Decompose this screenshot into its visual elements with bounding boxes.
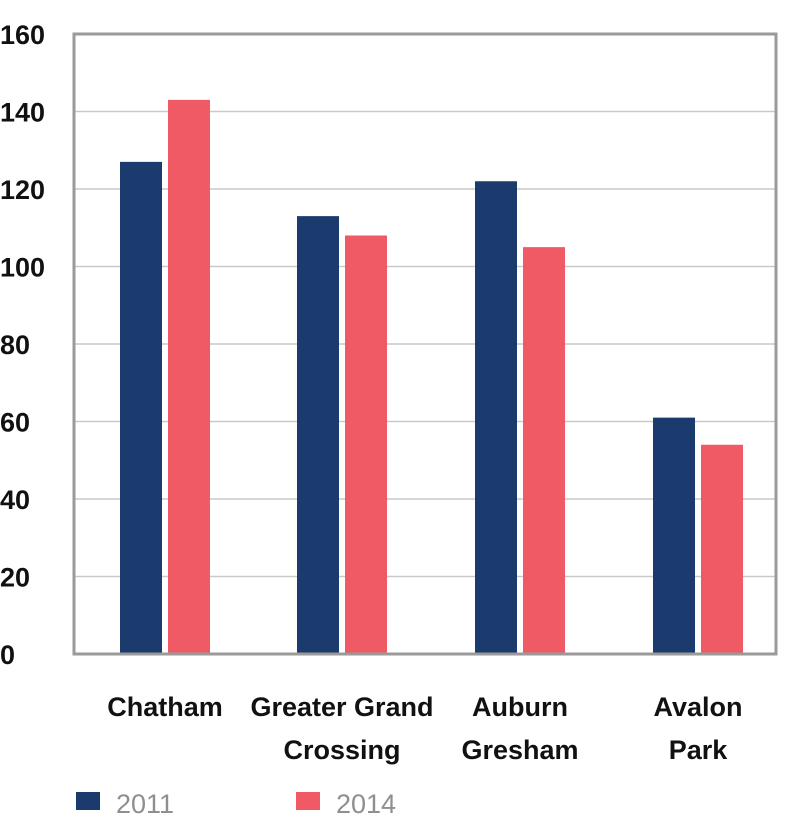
x-axis-categories: Chatham Greater Grand Crossing Auburn Gresha… xyxy=(107,692,742,765)
y-tick-label: 160 xyxy=(0,20,45,50)
plot-frame xyxy=(72,32,778,656)
bar-2011-1 xyxy=(297,216,339,654)
legend-label-2014: 2014 xyxy=(336,789,396,819)
y-tick-label: 140 xyxy=(0,98,45,128)
legend-swatch-2011 xyxy=(76,792,100,810)
bar-2014-0 xyxy=(168,99,210,654)
bar-2014-2 xyxy=(523,247,565,654)
y-axis-ticks: 0 20 40 60 80 100 120 140 160 xyxy=(0,20,45,670)
category-label: Chatham xyxy=(107,692,223,722)
category-label: Gresham xyxy=(461,735,578,765)
y-tick-label: 100 xyxy=(0,253,45,283)
bars-layer xyxy=(120,99,743,654)
y-tick-label: 80 xyxy=(0,330,30,360)
y-tick-label: 120 xyxy=(0,175,45,205)
y-tick-label: 40 xyxy=(0,485,30,515)
category-label: Crossing xyxy=(283,735,400,765)
y-tick-label: 0 xyxy=(0,640,15,670)
category-label: Auburn xyxy=(472,692,568,722)
bar-2014-3 xyxy=(701,444,743,654)
y-tick-label: 60 xyxy=(0,408,30,438)
bar-2011-0 xyxy=(120,161,162,654)
bar-2011-3 xyxy=(653,417,695,654)
y-tick-label: 20 xyxy=(0,563,30,593)
legend-swatch-2014 xyxy=(296,792,320,810)
legend: 2011 2014 xyxy=(76,789,396,819)
bar-2011-2 xyxy=(475,181,517,654)
bar-2014-1 xyxy=(345,235,387,654)
category-label: Avalon xyxy=(653,692,742,722)
category-label: Greater Grand xyxy=(250,692,433,722)
category-label: Park xyxy=(669,735,729,765)
legend-label-2011: 2011 xyxy=(116,789,174,819)
